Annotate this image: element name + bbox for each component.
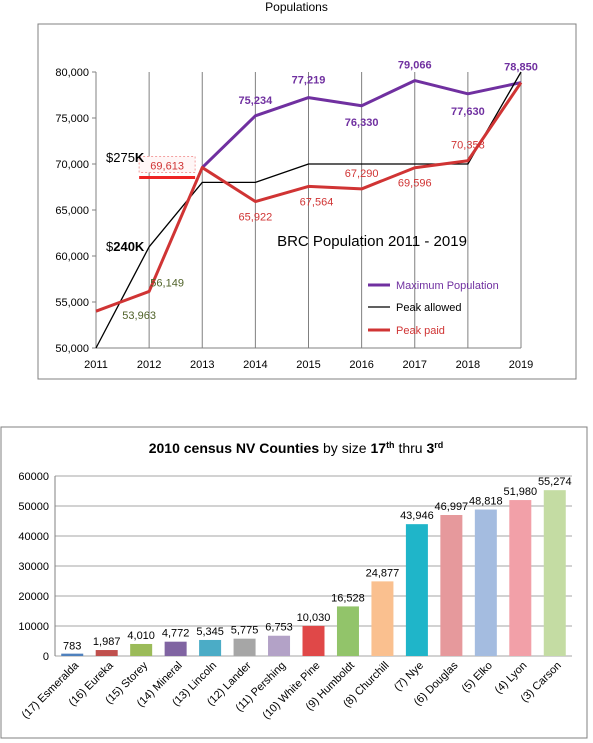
bar-value-label: 10,030 bbox=[297, 612, 331, 624]
y-tick-label: 60000 bbox=[18, 471, 49, 483]
x-tick-label: 2018 bbox=[456, 359, 480, 371]
bar-value-label: 24,877 bbox=[366, 567, 400, 579]
bar bbox=[302, 625, 325, 656]
bar-value-label: 5,345 bbox=[196, 626, 224, 638]
bar-value-label: 4,010 bbox=[127, 630, 155, 642]
x-tick-label: 2019 bbox=[509, 359, 533, 371]
y-tick-label: 70,000 bbox=[55, 159, 89, 171]
data-label-paid: 67,290 bbox=[345, 168, 379, 180]
line-chart-frame bbox=[37, 23, 577, 380]
y-tick-label: 65,000 bbox=[55, 205, 89, 217]
x-tick-label: 2017 bbox=[403, 359, 427, 371]
data-label-max: 79,066 bbox=[398, 60, 432, 72]
bar bbox=[440, 515, 463, 656]
legend-label: Maximum Population bbox=[396, 280, 499, 292]
y-tick-label: 20000 bbox=[18, 591, 49, 603]
bar bbox=[199, 639, 222, 656]
y-tick-label: 0 bbox=[43, 651, 49, 663]
bar-value-label: 4,772 bbox=[162, 628, 190, 640]
bar-chart: 2010 census NV Counties by size 17th thr… bbox=[0, 426, 588, 739]
data-label-max: 78,850 bbox=[504, 62, 538, 74]
y-tick-label: 75,000 bbox=[55, 113, 89, 125]
data-label-max: 75,234 bbox=[239, 95, 274, 107]
x-tick-label: 2012 bbox=[137, 359, 161, 371]
bar bbox=[474, 509, 497, 656]
bar bbox=[543, 490, 566, 656]
bar bbox=[509, 500, 532, 656]
y-tick-label: 55,000 bbox=[55, 297, 89, 309]
x-tick-label: 2015 bbox=[296, 359, 320, 371]
data-label-paid: 70,358 bbox=[451, 140, 485, 152]
bar-value-label: 1,987 bbox=[93, 636, 121, 648]
y-tick-label: 80,000 bbox=[55, 67, 89, 79]
page-title: Populations bbox=[265, 0, 328, 14]
series-line bbox=[201, 79, 522, 169]
bar bbox=[336, 606, 359, 656]
legend-label: Peak allowed bbox=[396, 302, 461, 314]
data-label-max: 76,330 bbox=[345, 117, 379, 129]
series-line bbox=[95, 81, 523, 313]
data-label-max: 77,630 bbox=[451, 106, 485, 118]
y-tick-label: 10000 bbox=[18, 621, 49, 633]
bar bbox=[164, 641, 187, 656]
data-label-paid: 56,149 bbox=[150, 277, 184, 289]
y-tick-label: 50,000 bbox=[55, 343, 89, 355]
bar-value-label: 16,528 bbox=[331, 592, 365, 604]
bar-chart-title: 2010 census NV Counties by size 17th thr… bbox=[149, 440, 444, 456]
legend-label: Peak paid bbox=[396, 325, 445, 337]
x-tick-label: 2013 bbox=[190, 359, 214, 371]
annotation-green-label: 53,963 bbox=[122, 310, 156, 322]
bar bbox=[233, 638, 256, 656]
y-tick-label: 30000 bbox=[18, 561, 49, 573]
data-label-box bbox=[138, 156, 196, 174]
bar bbox=[405, 524, 428, 656]
bar-value-label: 6,753 bbox=[265, 622, 293, 634]
data-label-max: 77,219 bbox=[292, 75, 326, 87]
bar-value-label: 43,946 bbox=[400, 510, 434, 522]
data-label-paid: 69,596 bbox=[398, 178, 432, 190]
bar-value-label: 51,980 bbox=[503, 486, 537, 498]
data-label-paid: 65,922 bbox=[239, 212, 273, 224]
y-tick-label: 40000 bbox=[18, 531, 49, 543]
bar-value-label: 783 bbox=[63, 641, 81, 653]
x-tick-label: 2011 bbox=[84, 359, 108, 371]
bar bbox=[95, 650, 118, 656]
bar bbox=[130, 643, 153, 656]
bar-value-label: 48,818 bbox=[469, 496, 503, 508]
line-chart: 50,000 55,000 60,000 65,000 70,000 75,000 80,0… bbox=[37, 23, 577, 380]
bar bbox=[371, 581, 394, 656]
data-label-paid: 69,613 bbox=[150, 161, 184, 173]
bar bbox=[61, 653, 84, 656]
bar-value-label: 46,997 bbox=[435, 501, 469, 513]
y-tick-label: 50000 bbox=[18, 501, 49, 513]
x-tick-label: 2016 bbox=[349, 359, 373, 371]
bar-value-label: 5,775 bbox=[231, 625, 259, 637]
x-tick-label: 2014 bbox=[243, 359, 267, 371]
chart-inner-title: BRC Population 2011 - 2019 bbox=[277, 233, 467, 250]
bar bbox=[268, 635, 291, 656]
bar-value-label: 55,274 bbox=[538, 476, 572, 488]
annotation-240k: $240K bbox=[106, 239, 145, 254]
data-label-paid: 67,564 bbox=[300, 196, 334, 208]
annotation-275k: $275K bbox=[106, 150, 145, 165]
y-tick-label: 60,000 bbox=[55, 251, 89, 263]
